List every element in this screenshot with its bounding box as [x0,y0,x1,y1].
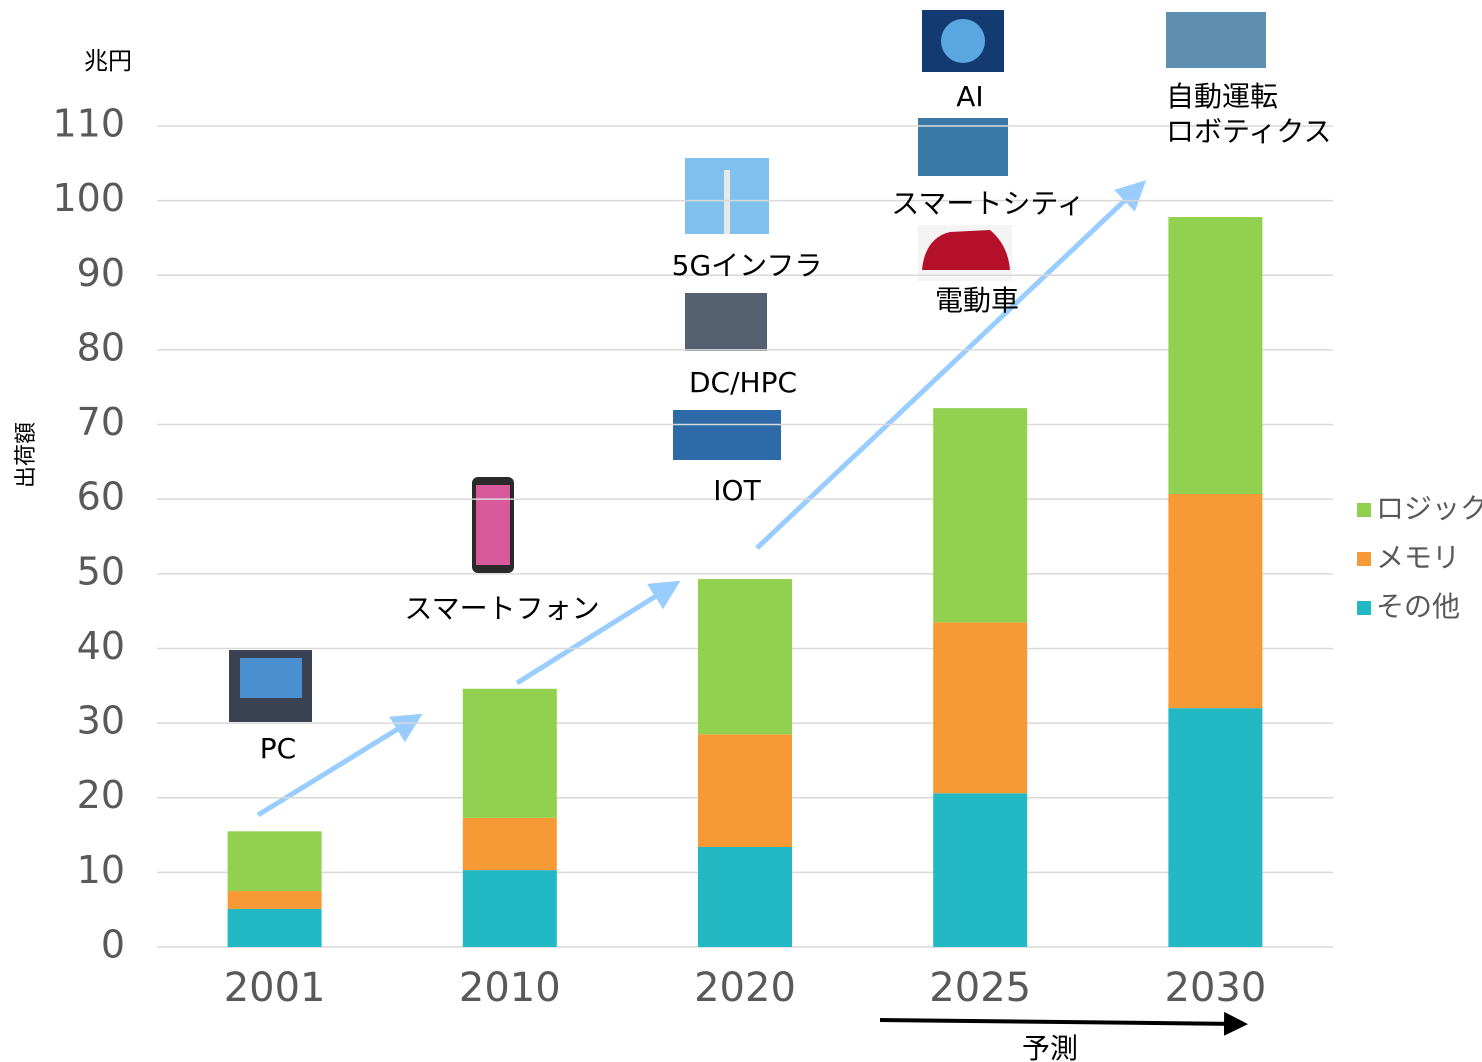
x-tick-label: 2025 [929,965,1031,1011]
y-tick-label: 110 [52,102,125,146]
legend-swatch [1357,601,1371,615]
picture-ai-head [941,19,985,63]
trend-arrow [256,713,423,818]
bar-segment [698,734,792,847]
annotation: IOT [713,474,761,507]
annotation: 5Gインフラ [672,249,823,282]
bar-segment [933,408,1028,623]
legend-label: その他 [1376,590,1460,623]
legend-swatch [1357,552,1371,566]
bar-segment [698,846,792,947]
annotation: 予測 [1022,1032,1078,1062]
picture-dc [685,293,767,351]
annotation: スマートフォン [404,592,599,625]
y-tick-label: 30 [77,699,125,743]
picture-phone-screen [476,485,510,565]
y-tick-label: 90 [77,251,125,295]
bar-segment [933,793,1028,947]
y-tick-label: 0 [101,923,125,967]
picture-city [918,118,1008,176]
bar-segment [933,622,1028,794]
annotation: スマートシティ [891,187,1084,220]
y-tick-label: 20 [77,773,125,817]
bar-segment [462,817,557,871]
picture-5g-tower [724,170,730,234]
picture-autonomous [1166,12,1266,68]
y-tick-label: 100 [52,176,125,220]
y-tick-label: 10 [77,848,125,892]
picture-iot [673,410,781,460]
x-tick-label: 2010 [459,965,561,1011]
bar-segment [227,891,322,909]
bar-segment [1168,493,1263,709]
annotation: AI [956,80,983,113]
annotation: DC/HPC [689,366,797,399]
y-tick-label: 40 [77,624,125,668]
bar-segment [227,908,322,947]
bar-segment [1168,708,1263,947]
forecast-arrow [879,1011,1248,1036]
legend-label: メモリ [1376,541,1460,574]
bar-segment [462,688,557,818]
y-tick-label: 70 [77,400,125,444]
y-tick-label: 50 [77,549,125,593]
trend-arrow [755,180,1147,550]
y-axis-label: 出荷額 [14,422,39,488]
annotation: ロボティクス [1166,115,1331,148]
bar-segment [462,870,557,947]
trend-arrow [515,580,681,686]
legend-swatch [1357,503,1371,517]
y-tick-label: 60 [77,475,125,519]
picture-car [922,230,1010,270]
x-tick-label: 2020 [694,965,796,1011]
picture-pc-screen [240,658,302,698]
x-tick-label: 2030 [1165,965,1267,1011]
trend-arrows [256,180,1248,1036]
bar-segment [227,831,322,892]
annotation: PC [260,732,296,765]
x-tick-label: 2001 [224,965,326,1011]
legend-label: ロジック [1376,492,1482,525]
y-unit: 兆円 [84,47,132,75]
bar-segment [698,579,792,735]
bar-segment [1168,217,1263,494]
pictures [229,10,1266,722]
annotation: 電動車 [935,284,1019,317]
annotation: 自動運転 [1166,80,1278,113]
y-tick-label: 80 [77,325,125,369]
